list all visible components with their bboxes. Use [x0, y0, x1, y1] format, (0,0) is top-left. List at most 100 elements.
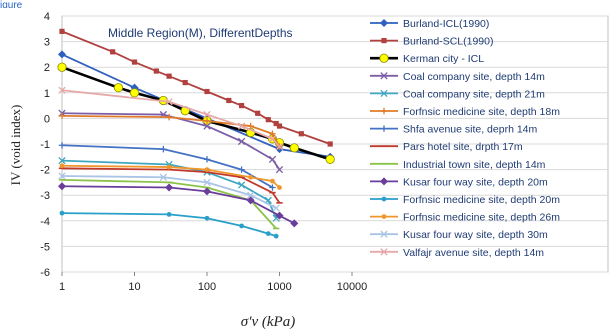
data-point	[166, 212, 172, 217]
legend: Burland-ICL(1990) Burland-SCL(1990) Kerman…	[370, 18, 560, 259]
data-point	[265, 117, 271, 123]
data-point	[272, 204, 280, 212]
data-point	[153, 68, 159, 74]
series-4	[58, 109, 284, 174]
data-point	[238, 103, 245, 109]
data-point	[247, 122, 254, 130]
data-point	[270, 178, 275, 184]
data-point	[268, 135, 277, 143]
data-point	[237, 137, 246, 146]
legend-label: Burland-SCL(1990)	[403, 36, 493, 48]
data-point	[239, 223, 244, 229]
data-point	[237, 122, 246, 130]
data-point	[238, 166, 245, 173]
legend-item: Pars hotel site, drpth 17m	[370, 141, 523, 153]
legend-label: Pars hotel site, drpth 17m	[403, 141, 523, 153]
y-tick-label: 3	[44, 37, 50, 49]
y-tick-label: -5	[40, 241, 50, 253]
data-point	[203, 117, 211, 125]
y-tick-label: -1	[40, 139, 50, 151]
y-tick-label: -2	[40, 165, 50, 177]
data-point	[268, 155, 277, 164]
data-point	[248, 174, 254, 180]
legend-item: Industrial town site, depth 14m	[370, 159, 546, 171]
y-tick-label: 2	[44, 62, 50, 74]
legend-label: Coal company site, depth 14m	[403, 71, 545, 83]
data-point	[58, 172, 66, 180]
x-tick-label: 100	[198, 281, 216, 293]
data-point	[380, 107, 388, 115]
data-point	[275, 142, 284, 151]
data-point	[58, 50, 66, 59]
legend-label: Forfnsic medicine site, depth 20m	[403, 194, 560, 206]
data-point	[131, 59, 138, 65]
data-point	[379, 53, 389, 63]
data-point	[166, 73, 172, 79]
legend-label: Industrial town site, depth 14m	[403, 159, 546, 171]
data-point	[58, 156, 66, 165]
data-point	[58, 112, 66, 120]
y-tick-label: 1	[44, 88, 50, 100]
x-axis-label: σ′v (kPa)	[241, 314, 295, 330]
data-point	[276, 123, 283, 129]
series-line	[61, 159, 278, 219]
series-11	[59, 210, 279, 239]
data-point	[165, 98, 173, 106]
data-point	[237, 181, 246, 189]
chart-title: Middle Region(M), DifferentDepths	[108, 26, 293, 40]
legend-item: Burland-ICL(1990)	[370, 18, 489, 30]
legend-label: Kusar four way site, depth 20m	[403, 176, 548, 188]
legend-label: Forfnsic medicine site, depth 18m	[403, 106, 560, 118]
data-point	[160, 145, 167, 153]
legend-item: Forfnsic medicine site, depth 18m	[370, 106, 560, 118]
y-tick-label: -6	[40, 267, 50, 279]
y-tick-label: -4	[40, 216, 50, 228]
y-tick-label: 4	[44, 11, 50, 23]
data-point	[203, 156, 211, 163]
x-tick-label: 10	[128, 281, 140, 293]
data-point	[380, 19, 388, 27]
data-point	[203, 122, 211, 130]
data-point	[226, 97, 232, 104]
data-point	[58, 142, 66, 149]
data-point	[203, 178, 211, 187]
y-axis-label: IV (void index)	[8, 105, 23, 186]
data-point	[166, 164, 172, 170]
x-tick-label: 1	[59, 281, 65, 293]
series-13	[58, 172, 280, 212]
grid-lines	[62, 15, 608, 273]
data-point	[246, 196, 255, 205]
data-point	[182, 79, 188, 86]
data-point	[204, 215, 210, 221]
y-tick-label: -3	[40, 190, 50, 202]
legend-label: Kerman city - ICL	[403, 53, 484, 65]
series-line	[61, 167, 281, 204]
data-point	[57, 62, 67, 72]
data-point	[203, 187, 211, 196]
data-point	[204, 167, 210, 173]
data-point	[381, 38, 387, 44]
data-point	[289, 143, 299, 153]
data-point	[159, 173, 168, 181]
data-point	[265, 231, 271, 237]
data-point	[273, 233, 279, 239]
legend-label: Forfnsic medicine site, depth 26m	[403, 212, 560, 224]
data-point	[380, 125, 388, 132]
series-2	[59, 28, 333, 147]
data-point	[110, 49, 116, 55]
data-point	[380, 230, 388, 238]
series-10	[58, 182, 299, 228]
data-point	[380, 72, 388, 80]
data-point	[58, 182, 66, 191]
legend-item: Coal company site, depth 14m	[370, 71, 545, 83]
legend-item: Valfajr avenue site, depth 14m	[370, 247, 544, 259]
data-point	[380, 177, 388, 186]
data-point	[165, 113, 173, 121]
data-point	[380, 248, 388, 256]
data-point	[380, 89, 388, 98]
data-point	[246, 191, 255, 199]
x-tick-label: 1000	[267, 281, 291, 293]
x-tick-label: 10000	[337, 281, 368, 293]
data-point	[273, 120, 279, 127]
